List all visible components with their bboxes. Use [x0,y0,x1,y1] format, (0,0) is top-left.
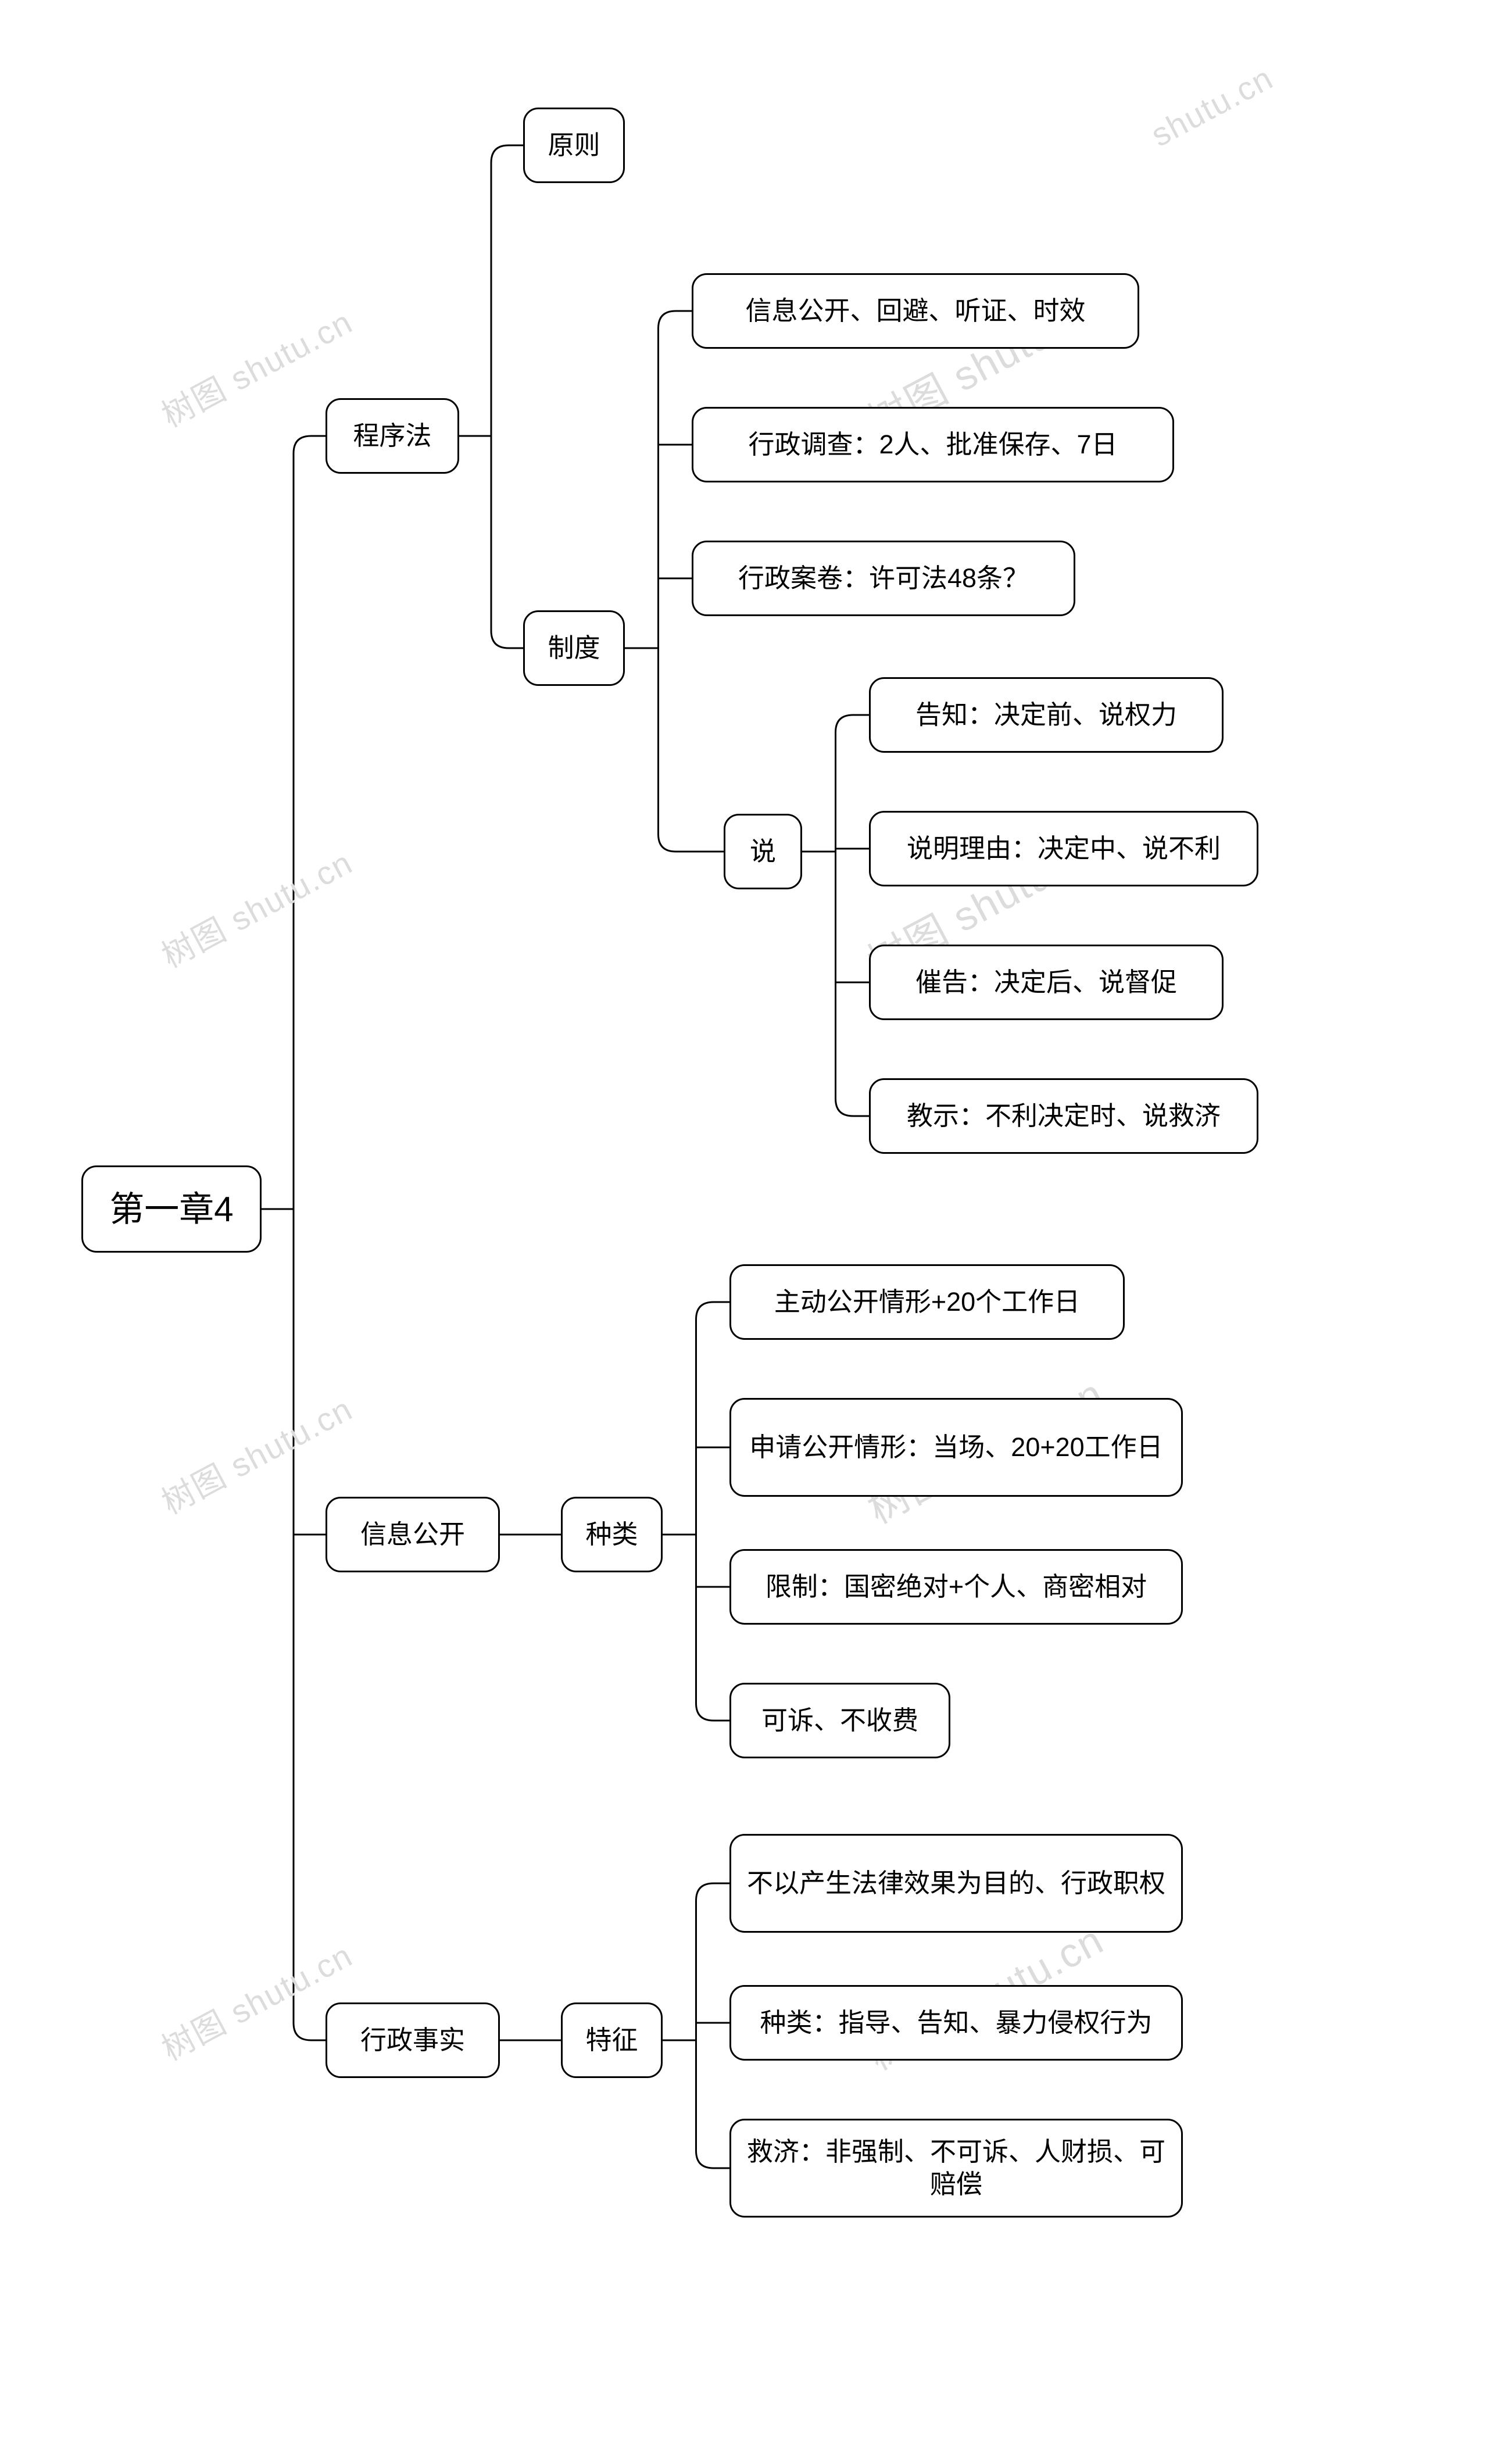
node-n3: 行政事实 [326,2002,500,2078]
node-n1b1: 信息公开、回避、听证、时效 [692,273,1139,349]
node-n2a1: 主动公开情形+20个工作日 [729,1264,1125,1340]
node-n1b: 制度 [523,610,625,686]
watermark: shutu.cn [1144,59,1279,154]
node-n1b4: 说 [724,814,802,889]
node-n1b3: 行政案卷：许可法48条？ [692,541,1075,616]
node-n1b4d: 教示：不利决定时、说救济 [869,1078,1258,1154]
node-n2a4: 可诉、不收费 [729,1683,950,1758]
node-n2a: 种类 [561,1497,663,1572]
node-n3a: 特征 [561,2002,663,2078]
node-n1b4b: 说明理由：决定中、说不利 [869,811,1258,886]
node-n1b4a: 告知：决定前、说权力 [869,677,1224,753]
node-root: 第一章4 [81,1165,262,1253]
node-n3a2: 种类：指导、告知、暴力侵权行为 [729,1985,1183,2061]
mindmap-canvas: 树图 shutu.cn树图 shutu.cn树图 shutu.cn树图 shut… [0,0,1488,2464]
node-n2a3: 限制：国密绝对+个人、商密相对 [729,1549,1183,1625]
node-n3a3: 救济：非强制、不可诉、人财损、可赔偿 [729,2119,1183,2218]
node-n1a: 原则 [523,108,625,183]
node-n2a2: 申请公开情形：当场、20+20工作日 [729,1398,1183,1497]
node-n1b2: 行政调查：2人、批准保存、7日 [692,407,1174,482]
watermark: 树图 shutu.cn [152,837,360,977]
node-n3a1: 不以产生法律效果为目的、行政职权 [729,1834,1183,1933]
node-n1: 程序法 [326,398,459,474]
node-n1b4c: 催告：决定后、说督促 [869,945,1224,1020]
node-n2: 信息公开 [326,1497,500,1572]
